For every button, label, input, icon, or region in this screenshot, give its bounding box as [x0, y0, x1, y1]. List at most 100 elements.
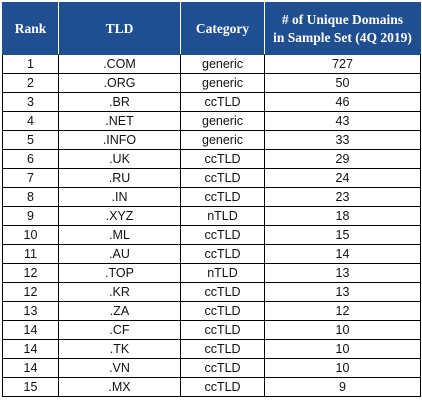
cell-rank: 7	[2, 168, 59, 188]
cell-category: generic	[180, 73, 265, 93]
cell-rank: 6	[2, 149, 59, 169]
cell-domain-count: 10	[264, 320, 421, 340]
cell-category: ccTLD	[180, 244, 265, 264]
cell-rank: 5	[2, 130, 59, 150]
cell-tld: .IN	[58, 187, 181, 207]
table-row: 9 .XYZ nTLD 18	[2, 206, 421, 226]
cell-tld: .COM	[58, 54, 181, 74]
header-rank: Rank	[2, 2, 59, 55]
table-header: Rank TLD Category # of Unique Domains in…	[2, 2, 421, 55]
header-domain-count-line2: in Sample Set (4Q 2019)	[273, 29, 412, 45]
cell-domain-count: 43	[264, 111, 421, 131]
header-row: Rank TLD Category # of Unique Domains in…	[2, 2, 421, 55]
cell-domain-count: 46	[264, 92, 421, 112]
cell-tld: .AU	[58, 244, 181, 264]
cell-tld: .ORG	[58, 73, 181, 93]
cell-tld: .KR	[58, 282, 181, 302]
table-row: 14 .VN ccTLD 10	[2, 358, 421, 378]
cell-rank: 1	[2, 54, 59, 74]
cell-domain-count: 12	[264, 301, 421, 321]
cell-domain-count: 14	[264, 244, 421, 264]
cell-rank: 3	[2, 92, 59, 112]
table-row: 8 .IN ccTLD 23	[2, 187, 421, 207]
table-row: 7 .RU ccTLD 24	[2, 168, 421, 188]
cell-tld: .MX	[58, 377, 181, 397]
table-row: 3 .BR ccTLD 46	[2, 92, 421, 112]
cell-category: ccTLD	[180, 320, 265, 340]
cell-tld: .VN	[58, 358, 181, 378]
table-row: 14 .TK ccTLD 10	[2, 339, 421, 359]
table-row: 1 .COM generic 727	[2, 54, 421, 74]
cell-category: ccTLD	[180, 225, 265, 245]
cell-category: generic	[180, 130, 265, 150]
cell-domain-count: 13	[264, 263, 421, 283]
header-domain-count: # of Unique Domains in Sample Set (4Q 20…	[264, 2, 421, 55]
table-row: 2 .ORG generic 50	[2, 73, 421, 93]
cell-rank: 10	[2, 225, 59, 245]
cell-category: ccTLD	[180, 339, 265, 359]
cell-rank: 4	[2, 111, 59, 131]
header-domain-count-line1: # of Unique Domains	[281, 11, 404, 27]
tld-ranking-table: Rank TLD Category # of Unique Domains in…	[2, 2, 421, 397]
cell-category: ccTLD	[180, 377, 265, 397]
table-row: 15 .MX ccTLD 9	[2, 377, 421, 397]
table-row: 5 .INFO generic 33	[2, 130, 421, 150]
header-category: Category	[180, 2, 265, 55]
cell-domain-count: 9	[264, 377, 421, 397]
header-tld: TLD	[58, 2, 181, 55]
table-row: 4 .NET generic 43	[2, 111, 421, 131]
cell-tld: .RU	[58, 168, 181, 188]
cell-rank: 12	[2, 282, 59, 302]
cell-tld: .ML	[58, 225, 181, 245]
cell-category: ccTLD	[180, 92, 265, 112]
cell-category: ccTLD	[180, 149, 265, 169]
cell-domain-count: 50	[264, 73, 421, 93]
cell-rank: 12	[2, 263, 59, 283]
cell-category: ccTLD	[180, 168, 265, 188]
cell-tld: .ZA	[58, 301, 181, 321]
cell-domain-count: 10	[264, 358, 421, 378]
cell-category: nTLD	[180, 206, 265, 226]
tld-table-container: Rank TLD Category # of Unique Domains in…	[2, 2, 421, 397]
cell-domain-count: 29	[264, 149, 421, 169]
cell-domain-count: 33	[264, 130, 421, 150]
table-row: 11 .AU ccTLD 14	[2, 244, 421, 264]
cell-rank: 15	[2, 377, 59, 397]
cell-domain-count: 18	[264, 206, 421, 226]
cell-rank: 14	[2, 320, 59, 340]
cell-category: ccTLD	[180, 358, 265, 378]
cell-category: generic	[180, 111, 265, 131]
table-row: 14 .CF ccTLD 10	[2, 320, 421, 340]
table-row: 13 .ZA ccTLD 12	[2, 301, 421, 321]
cell-category: ccTLD	[180, 301, 265, 321]
cell-domain-count: 23	[264, 187, 421, 207]
cell-rank: 14	[2, 358, 59, 378]
cell-tld: .TK	[58, 339, 181, 359]
cell-rank: 8	[2, 187, 59, 207]
table-row: 12 .TOP nTLD 13	[2, 263, 421, 283]
table-row: 12 .KR ccTLD 13	[2, 282, 421, 302]
cell-domain-count: 13	[264, 282, 421, 302]
cell-domain-count: 727	[264, 54, 421, 74]
table-row: 6 .UK ccTLD 29	[2, 149, 421, 169]
cell-category: ccTLD	[180, 282, 265, 302]
cell-category: ccTLD	[180, 187, 265, 207]
cell-rank: 11	[2, 244, 59, 264]
cell-category: generic	[180, 54, 265, 74]
cell-tld: .INFO	[58, 130, 181, 150]
table-row: 10 .ML ccTLD 15	[2, 225, 421, 245]
cell-domain-count: 24	[264, 168, 421, 188]
cell-rank: 2	[2, 73, 59, 93]
cell-domain-count: 15	[264, 225, 421, 245]
cell-rank: 9	[2, 206, 59, 226]
table-body: 1 .COM generic 727 2 .ORG generic 50 3 .BR ccTLD 46…	[2, 54, 421, 397]
cell-category: nTLD	[180, 263, 265, 283]
cell-domain-count: 10	[264, 339, 421, 359]
cell-tld: .UK	[58, 149, 181, 169]
cell-rank: 14	[2, 339, 59, 359]
cell-tld: .NET	[58, 111, 181, 131]
cell-tld: .TOP	[58, 263, 181, 283]
cell-rank: 13	[2, 301, 59, 321]
cell-tld: .CF	[58, 320, 181, 340]
cell-tld: .BR	[58, 92, 181, 112]
